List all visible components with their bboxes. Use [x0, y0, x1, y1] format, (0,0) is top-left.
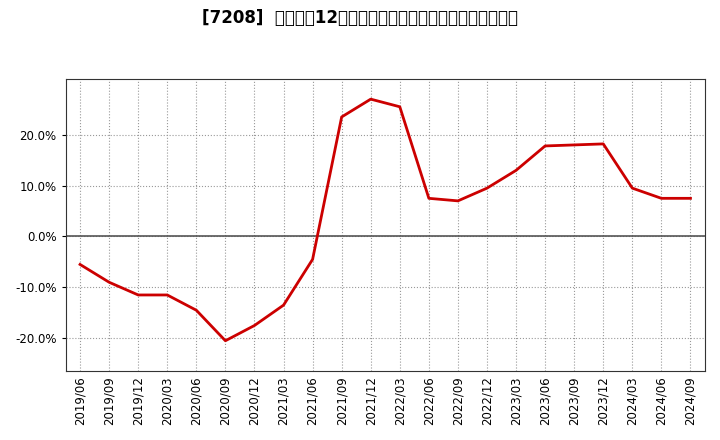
Text: [7208]  売上高の12か月移動合計の対前年同期増減率の推移: [7208] 売上高の12か月移動合計の対前年同期増減率の推移 [202, 9, 518, 27]
